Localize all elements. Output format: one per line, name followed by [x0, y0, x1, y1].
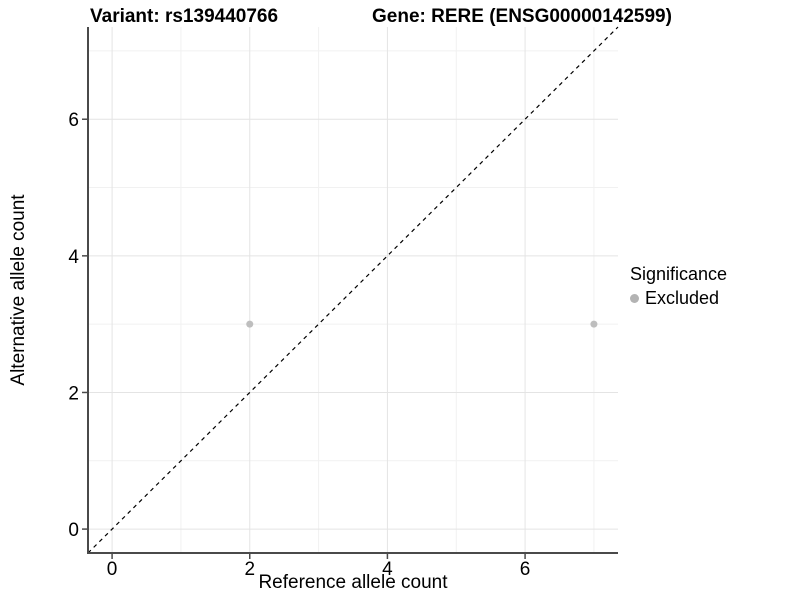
identity-line [87, 26, 619, 554]
y-tick-label: 2 [68, 383, 79, 404]
x-tick-label: 6 [520, 559, 531, 580]
data-point [590, 320, 598, 328]
plot-title-gene: Gene: RERE (ENSG00000142599) [372, 6, 672, 27]
legend-item-excluded: Excluded [630, 288, 727, 309]
data-point [246, 320, 254, 328]
plot-title-variant: Variant: rs139440766 [90, 6, 279, 27]
x-tick-label: 0 [107, 559, 118, 580]
legend-title: Significance [630, 264, 728, 284]
x-tick-label: 2 [244, 559, 255, 580]
legend-point-icon [630, 294, 639, 303]
legend-item-label: Excluded [645, 288, 720, 308]
y-tick-label: 4 [68, 247, 79, 268]
y-tick-label: 6 [68, 110, 79, 131]
x-tick-label: 4 [382, 559, 393, 580]
y-tick-label: 0 [68, 520, 79, 541]
legend: Significance Excluded [630, 264, 727, 309]
y-axis-label: Alternative allele count [8, 194, 29, 386]
x-axis-label: Reference allele count [258, 572, 448, 593]
